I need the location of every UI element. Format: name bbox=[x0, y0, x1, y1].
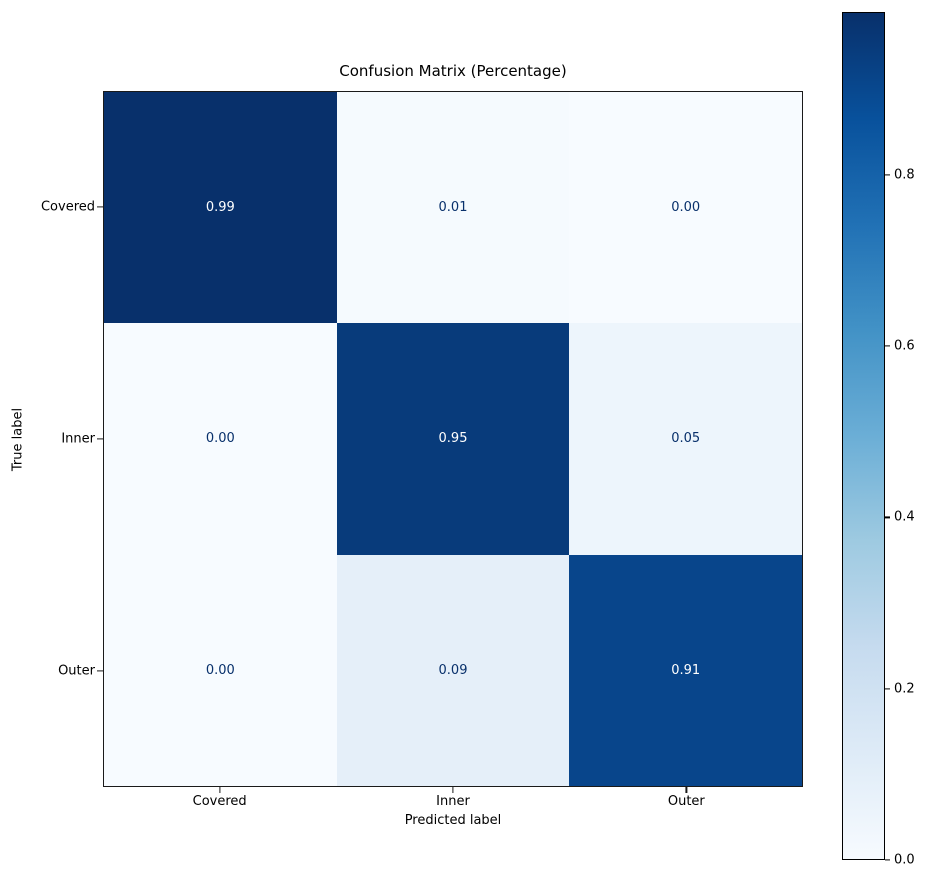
colorbar-tick-label-0-2: 0.2 bbox=[894, 681, 915, 697]
cell-value: 0.00 bbox=[205, 431, 235, 447]
y-tick-label-inner: Inner bbox=[61, 431, 95, 447]
cell-inner-outer: 0.05 bbox=[569, 323, 802, 555]
cell-value: 0.95 bbox=[438, 431, 468, 447]
x-tick-label-outer: Outer bbox=[667, 794, 705, 809]
x-tick-label-inner: Inner bbox=[436, 794, 470, 809]
colorbar-tick-label-0-4: 0.4 bbox=[894, 509, 915, 525]
cell-outer-outer: 0.91 bbox=[569, 554, 802, 786]
cell-covered-inner: 0.01 bbox=[336, 92, 570, 324]
cell-outer-covered: 0.00 bbox=[104, 554, 337, 786]
cell-value: 0.91 bbox=[671, 662, 701, 678]
y-tick-mark bbox=[97, 438, 103, 440]
cell-inner-inner: 0.95 bbox=[336, 323, 570, 555]
colorbar-tick-mark bbox=[885, 345, 890, 347]
y-tick-label-covered: Covered bbox=[40, 199, 95, 215]
x-axis-label: Predicted label bbox=[404, 813, 502, 828]
cell-value: 0.05 bbox=[671, 431, 701, 447]
x-tick-mark bbox=[219, 787, 221, 793]
colorbar-tick-mark bbox=[885, 859, 890, 861]
colorbar-tick-label-0-0: 0.0 bbox=[894, 852, 915, 868]
cell-covered-covered: 0.99 bbox=[104, 92, 337, 324]
cell-outer-inner: 0.09 bbox=[336, 554, 570, 786]
y-tick-label-outer: Outer bbox=[58, 663, 95, 679]
y-tick-mark bbox=[97, 206, 103, 208]
x-tick-mark bbox=[452, 787, 454, 793]
cell-covered-outer: 0.00 bbox=[569, 92, 802, 324]
colorbar-tick-mark bbox=[885, 516, 890, 518]
colorbar-tick-label-0-6: 0.6 bbox=[894, 338, 915, 354]
cell-value: 0.00 bbox=[205, 662, 235, 678]
x-tick-mark bbox=[685, 787, 687, 793]
colorbar-tick-label-0-8: 0.8 bbox=[894, 167, 915, 183]
colorbar-tick-mark bbox=[885, 688, 890, 690]
cell-value: 0.01 bbox=[438, 200, 468, 216]
cell-value: 0.00 bbox=[671, 200, 701, 216]
colorbar-tick-mark bbox=[885, 174, 890, 176]
cell-value: 0.09 bbox=[438, 662, 468, 678]
colorbar bbox=[842, 12, 885, 860]
y-tick-mark bbox=[97, 670, 103, 672]
cell-value: 0.99 bbox=[205, 200, 235, 216]
cell-inner-covered: 0.00 bbox=[104, 323, 337, 555]
x-tick-label-covered: Covered bbox=[192, 794, 247, 809]
chart-title: Confusion Matrix (Percentage) bbox=[339, 62, 567, 80]
heatmap-axes: 0.99 0.01 0.00 0.00 0.95 0.05 0.00 0.09 0.91 bbox=[103, 91, 803, 787]
